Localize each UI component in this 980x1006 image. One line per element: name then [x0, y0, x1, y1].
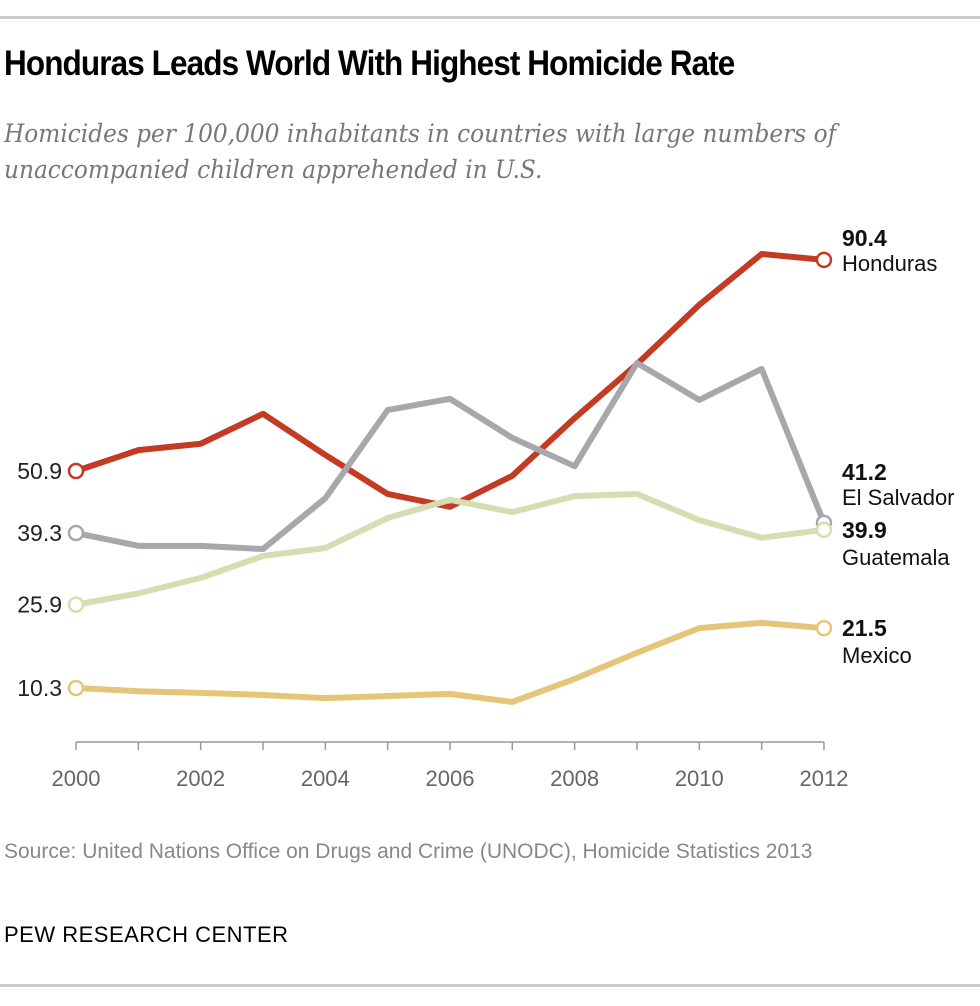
source-note: Source: United Nations Office on Drugs a…: [4, 840, 813, 863]
x-tick-label: 2004: [301, 766, 350, 791]
x-tick-label: 2000: [52, 766, 101, 791]
end-value-label: 90.4: [842, 225, 887, 251]
end-value-label: 39.9: [842, 517, 887, 543]
start-marker: [67, 524, 85, 542]
start-marker: [67, 596, 85, 613]
bottom-rule: [0, 984, 980, 987]
end-value-label: 41.2: [842, 459, 887, 485]
chart-subtitle: Homicides per 100,000 inhabitants in cou…: [4, 119, 837, 184]
footer-credit: PEW RESEARCH CENTER: [4, 922, 289, 947]
series-line-guatemala: [75, 490, 825, 608]
series-line-honduras: [75, 250, 825, 510]
series-name-label: El Salvador: [842, 485, 955, 510]
x-tick-label: 2012: [799, 766, 848, 791]
top-rule: [0, 16, 980, 19]
x-tick-label: 2006: [426, 766, 475, 791]
start-value-label: 10.3: [17, 675, 62, 701]
start-value-label: 50.9: [17, 458, 62, 484]
end-value-label: 21.5: [842, 615, 887, 641]
series-line-mexico: [75, 619, 825, 705]
series-name-label: Mexico: [842, 643, 912, 668]
end-marker: [815, 251, 833, 269]
end-marker: [815, 619, 833, 637]
start-marker: [67, 462, 85, 480]
x-tick-label: 2002: [176, 766, 225, 791]
end-marker: [815, 521, 833, 539]
start-marker: [67, 679, 85, 697]
start-value-label: 25.9: [17, 592, 62, 618]
series-line-el-salvador: [75, 360, 827, 553]
x-tick-label: 2010: [675, 766, 724, 791]
series-name-label: Honduras: [842, 251, 937, 276]
x-tick-label: 2008: [550, 766, 599, 791]
series-name-label: Guatemala: [842, 545, 950, 570]
start-value-label: 39.3: [17, 520, 62, 546]
chart-title: Honduras Leads World With Highest Homici…: [4, 44, 735, 83]
